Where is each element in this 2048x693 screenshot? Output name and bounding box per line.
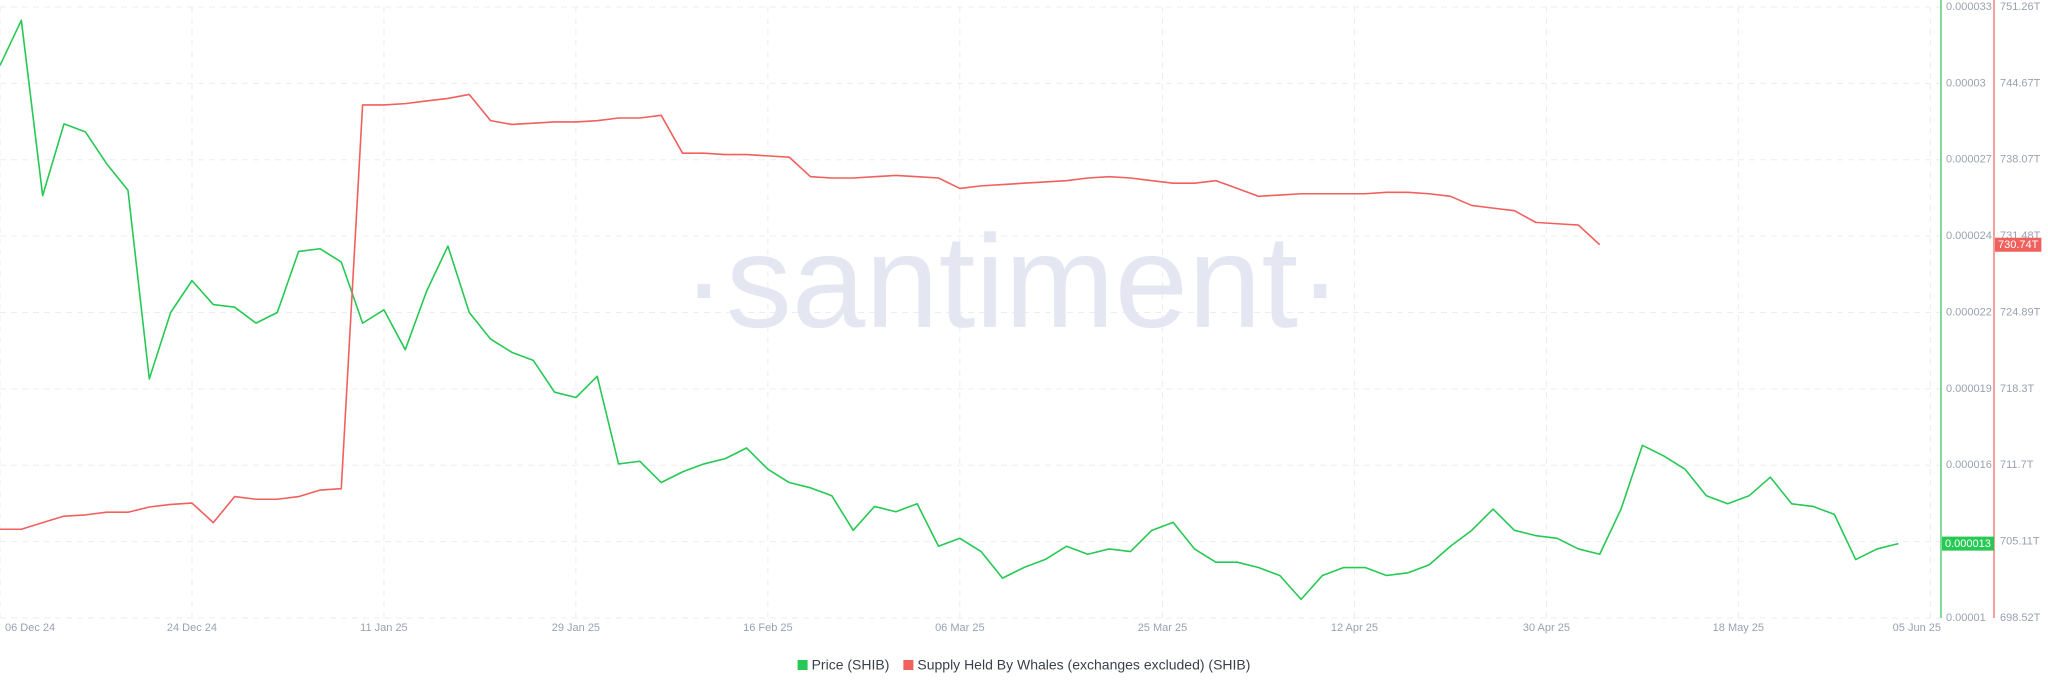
- x-tick-label: 29 Jan 25: [552, 622, 600, 634]
- y-tick-label: 0.00001: [1946, 612, 1986, 624]
- y-tick-label: 0.000022: [1946, 306, 1992, 318]
- legend: Price (SHIB) Supply Held By Whales (excha…: [797, 657, 1250, 673]
- y-tick-label: 0.00003: [1946, 77, 1986, 89]
- value-badge: [1995, 237, 2042, 252]
- y2-tick-label: 698.52T: [2000, 612, 2041, 624]
- legend-label: Supply Held By Whales (exchanges exclude…: [917, 657, 1250, 673]
- y2-tick-label: 705.11T: [2000, 536, 2040, 548]
- axes-layer: 06 Dec 24 24 Dec 24 11 Jan 25 29 Jan 25 16 F…: [5, 0, 2042, 634]
- value-badge-label: 730.74T: [1998, 239, 2039, 251]
- series-line: [0, 19, 1899, 601]
- x-tick-label: 06 Mar 25: [935, 622, 985, 634]
- y2-tick-label: 738.07T: [2000, 154, 2041, 166]
- legend-swatch: [903, 660, 914, 670]
- x-tick-label: 30 Apr 25: [1523, 622, 1570, 634]
- y2-tick-label: 718.3T: [2000, 383, 2035, 395]
- grid-layer: [0, 6, 1941, 619]
- y-tick-label: 0.000019: [1946, 383, 1992, 395]
- y2-tick-label: 751.26T: [2000, 1, 2041, 13]
- y-tick-label: 0.000016: [1946, 459, 1992, 471]
- watermark: ·santiment·: [682, 208, 1342, 355]
- x-tick-label: 12 Apr 25: [1331, 622, 1378, 634]
- y-tick-label: 0.000033: [1946, 1, 1992, 13]
- y-tick-label: 0.000024: [1946, 230, 1992, 242]
- legend-label: Price (SHIB): [812, 657, 890, 673]
- value-badge: [1942, 536, 1994, 551]
- x-tick-label: 18 May 25: [1713, 622, 1764, 634]
- x-tick-label: 16 Feb 25: [743, 622, 793, 634]
- y2-tick-label: 744.67T: [2000, 77, 2041, 89]
- x-tick-label: 25 Mar 25: [1138, 622, 1188, 634]
- series-layer: [0, 19, 1899, 601]
- series-line: [0, 93, 1601, 531]
- x-tick-label: 06 Dec 24: [5, 622, 55, 634]
- y2-tick-label: 711.7T: [2000, 459, 2034, 471]
- legend-swatch: [797, 660, 808, 670]
- x-tick-label: 05 Jun 25: [1893, 622, 1941, 634]
- x-tick-label: 24 Dec 24: [167, 622, 217, 634]
- value-badge-label: 0.000013: [1945, 538, 1991, 550]
- y2-tick-label: 724.89T: [2000, 306, 2041, 318]
- y-tick-label: 0.000027: [1946, 154, 1992, 166]
- x-tick-label: 11 Jan 25: [360, 622, 408, 634]
